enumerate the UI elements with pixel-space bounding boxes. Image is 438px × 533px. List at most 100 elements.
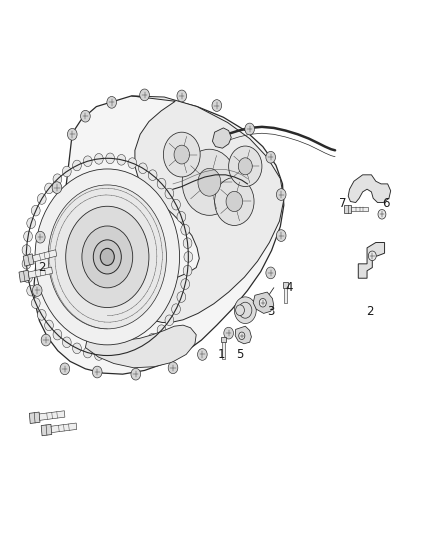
Text: 7: 7 (339, 197, 347, 210)
Text: 1: 1 (217, 348, 225, 361)
Polygon shape (41, 424, 52, 436)
Circle shape (73, 160, 81, 171)
Circle shape (22, 259, 31, 269)
Circle shape (92, 366, 102, 378)
Circle shape (24, 231, 32, 242)
Circle shape (45, 320, 53, 331)
Circle shape (177, 90, 187, 102)
Circle shape (234, 297, 256, 324)
Circle shape (198, 349, 207, 360)
Polygon shape (344, 205, 351, 213)
Circle shape (24, 272, 32, 282)
Circle shape (172, 199, 180, 210)
Text: 5: 5 (237, 348, 244, 361)
Polygon shape (131, 96, 284, 322)
Circle shape (107, 96, 117, 108)
Text: 3: 3 (267, 305, 274, 318)
Circle shape (95, 350, 103, 360)
Circle shape (238, 158, 252, 175)
Polygon shape (19, 270, 29, 282)
Circle shape (32, 298, 40, 309)
Circle shape (177, 212, 186, 222)
Polygon shape (351, 207, 368, 211)
Circle shape (183, 238, 192, 248)
Circle shape (117, 349, 126, 359)
Circle shape (212, 100, 222, 111)
Circle shape (93, 240, 121, 274)
Text: 2: 2 (366, 305, 374, 318)
Circle shape (239, 302, 252, 318)
Circle shape (378, 209, 386, 219)
Circle shape (165, 315, 174, 326)
Circle shape (168, 362, 178, 374)
Circle shape (67, 128, 77, 140)
Circle shape (35, 231, 45, 243)
Circle shape (182, 149, 237, 215)
Circle shape (81, 110, 90, 122)
Circle shape (276, 230, 286, 241)
Circle shape (37, 193, 46, 204)
Circle shape (37, 310, 46, 320)
Circle shape (140, 89, 149, 101)
Circle shape (83, 348, 92, 358)
Polygon shape (253, 292, 274, 313)
Polygon shape (358, 243, 385, 278)
Circle shape (148, 333, 157, 344)
Circle shape (106, 350, 114, 361)
Circle shape (82, 226, 133, 288)
Circle shape (157, 325, 166, 335)
Circle shape (32, 285, 42, 296)
Polygon shape (212, 128, 231, 148)
Circle shape (181, 279, 190, 289)
Circle shape (53, 174, 62, 184)
Polygon shape (221, 337, 226, 343)
Circle shape (100, 248, 114, 265)
Polygon shape (32, 250, 57, 262)
Circle shape (177, 292, 186, 302)
Circle shape (117, 155, 126, 165)
Circle shape (63, 166, 71, 177)
Circle shape (60, 363, 70, 375)
Circle shape (45, 183, 53, 193)
Text: 4: 4 (285, 281, 293, 294)
Circle shape (181, 224, 190, 235)
Polygon shape (284, 288, 287, 303)
Circle shape (52, 182, 62, 193)
Circle shape (138, 163, 147, 174)
Circle shape (95, 154, 103, 164)
Text: 6: 6 (381, 197, 389, 210)
Polygon shape (222, 343, 225, 359)
Circle shape (27, 218, 35, 229)
Circle shape (148, 170, 157, 181)
Text: 2: 2 (38, 261, 46, 274)
Circle shape (183, 265, 192, 276)
Circle shape (32, 205, 40, 216)
Polygon shape (81, 306, 196, 368)
Circle shape (106, 153, 114, 164)
Circle shape (165, 188, 174, 199)
Circle shape (368, 251, 376, 261)
Circle shape (73, 343, 81, 354)
Circle shape (239, 332, 245, 340)
Circle shape (224, 327, 233, 339)
Polygon shape (235, 326, 251, 344)
Circle shape (226, 191, 243, 212)
Circle shape (27, 285, 35, 296)
Circle shape (266, 267, 276, 279)
Polygon shape (23, 254, 34, 266)
Circle shape (66, 206, 149, 308)
Circle shape (259, 298, 266, 307)
Circle shape (41, 334, 51, 346)
Circle shape (215, 177, 254, 225)
Polygon shape (348, 175, 391, 203)
Circle shape (163, 132, 200, 177)
Circle shape (53, 329, 62, 340)
Circle shape (198, 168, 221, 196)
Circle shape (22, 245, 31, 255)
Polygon shape (29, 412, 40, 424)
Circle shape (174, 145, 190, 164)
Circle shape (229, 146, 262, 187)
Circle shape (276, 189, 286, 200)
Circle shape (128, 345, 137, 356)
Circle shape (172, 304, 180, 314)
